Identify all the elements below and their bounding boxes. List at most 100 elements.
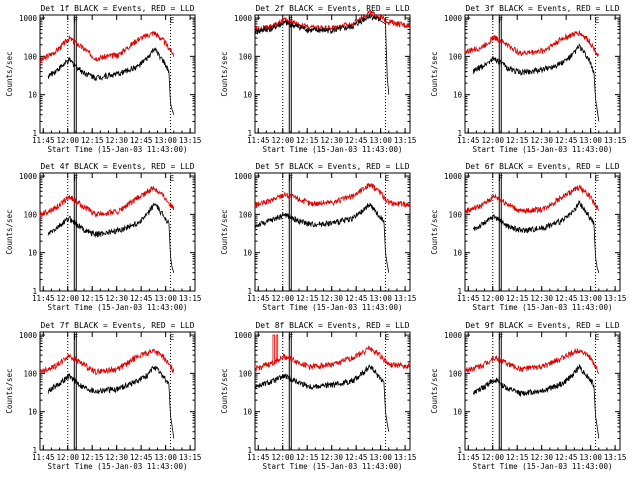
- y-tick-label: 100: [448, 210, 462, 219]
- plot-frame: [254, 172, 411, 292]
- x-tick-label: 13:15: [179, 453, 202, 462]
- x-tick-label: 13:15: [394, 294, 417, 303]
- x-tick-label: 11:45: [32, 136, 55, 145]
- x-tick-label: 11:45: [247, 136, 270, 145]
- x-tick-label: 12:15: [81, 136, 104, 145]
- plot-frame: [39, 331, 196, 451]
- y-axis-label: Counts/sec: [220, 368, 229, 413]
- y-tick-label: 100: [23, 210, 37, 219]
- marker-label: F: [288, 174, 293, 183]
- lld-series-line: [254, 345, 411, 372]
- y-tick-label: 100: [448, 52, 462, 61]
- x-tick-label: 12:45: [130, 294, 153, 303]
- lld-series-line: [254, 9, 411, 32]
- y-tick-label: 1: [247, 287, 252, 296]
- y-axis-label: Counts/sec: [5, 51, 14, 96]
- x-tick-label: 13:00: [369, 453, 392, 462]
- y-tick-label: 1000: [234, 331, 253, 340]
- x-tick-label: 13:15: [604, 294, 627, 303]
- events-series-line: [472, 200, 600, 273]
- events-series-line: [47, 202, 175, 273]
- x-tick-label: 13:00: [579, 294, 602, 303]
- marker-label: E: [385, 16, 390, 25]
- y-axis-label: Counts/sec: [430, 368, 439, 413]
- x-axis-label: Start Time (15-Jan-03 11:43:00): [473, 462, 613, 471]
- x-tick-label: 11:45: [32, 453, 55, 462]
- y-axis-label: Counts/sec: [430, 209, 439, 254]
- marker-label: E: [385, 333, 390, 342]
- lld-series-line: [464, 347, 600, 375]
- x-tick-label: 11:45: [32, 294, 55, 303]
- plot-title: Det 9f BLACK = Events, RED = LLD: [465, 321, 619, 330]
- lld-series-line: [464, 184, 600, 214]
- y-axis-label: Counts/sec: [220, 209, 229, 254]
- y-tick-label: 10: [453, 249, 463, 258]
- plot-frame: [464, 172, 621, 292]
- marker-label: E: [595, 174, 600, 183]
- x-tick-label: 11:45: [457, 453, 480, 462]
- plot-panel-5: Det 5f BLACK = Events, RED = LLD 1 10 100 10…: [220, 162, 416, 312]
- y-tick-label: 1000: [19, 331, 38, 340]
- plot-title: Det 4f BLACK = Events, RED = LLD: [40, 162, 194, 171]
- events-series-line: [472, 364, 600, 439]
- y-tick-label: 1: [247, 129, 252, 138]
- x-tick-label: 12:30: [320, 136, 343, 145]
- y-tick-label: 1: [32, 287, 37, 296]
- x-tick-label: 12:45: [130, 136, 153, 145]
- x-tick-label: 11:45: [247, 294, 270, 303]
- plot-title: Det 5f BLACK = Events, RED = LLD: [255, 162, 409, 171]
- x-tick-label: 12:00: [56, 136, 79, 145]
- y-tick-label: 1000: [234, 172, 253, 181]
- y-tick-label: 1000: [444, 14, 463, 23]
- y-axis-label: Counts/sec: [5, 209, 14, 254]
- y-axis-label: Counts/sec: [5, 368, 14, 413]
- x-tick-label: 12:30: [105, 453, 128, 462]
- x-tick-label: 12:00: [481, 453, 504, 462]
- y-tick-label: 100: [238, 210, 252, 219]
- x-tick-label: 13:15: [604, 136, 627, 145]
- x-tick-label: 12:15: [506, 136, 529, 145]
- x-tick-label: 12:45: [555, 294, 578, 303]
- plot-frame: [464, 14, 621, 134]
- events-series-line: [47, 365, 175, 439]
- y-axis-label: Counts/sec: [220, 51, 229, 96]
- y-tick-label: 100: [238, 369, 252, 378]
- lld-series-line: [39, 185, 175, 218]
- y-tick-label: 10: [28, 249, 38, 258]
- x-tick-label: 13:15: [394, 453, 417, 462]
- plot-title: Det 3f BLACK = Events, RED = LLD: [465, 4, 619, 13]
- x-axis-label: Start Time (15-Jan-03 11:43:00): [48, 303, 188, 312]
- x-tick-label: 13:15: [604, 453, 627, 462]
- plot-frame: [464, 331, 621, 451]
- events-series-line: [47, 47, 175, 115]
- plot-frame: [39, 172, 196, 292]
- lld-spike: [275, 334, 279, 361]
- marker-label: F: [288, 333, 293, 342]
- x-axis-label: Start Time (15-Jan-03 11:43:00): [263, 145, 403, 154]
- y-tick-label: 100: [238, 52, 252, 61]
- plot-title: Det 1f BLACK = Events, RED = LLD: [40, 4, 194, 13]
- x-tick-label: 13:15: [394, 136, 417, 145]
- x-tick-label: 12:45: [345, 136, 368, 145]
- x-tick-label: 12:00: [56, 294, 79, 303]
- plot-panel-1: Det 1f BLACK = Events, RED = LLD 1 10 100 10…: [5, 4, 201, 154]
- x-tick-label: 11:45: [457, 136, 480, 145]
- lld-series-line: [254, 182, 411, 209]
- x-tick-label: 12:30: [320, 453, 343, 462]
- y-tick-label: 100: [23, 369, 37, 378]
- x-tick-label: 12:45: [555, 136, 578, 145]
- y-tick-label: 1000: [234, 14, 253, 23]
- x-tick-label: 12:30: [530, 453, 553, 462]
- x-tick-label: 12:00: [56, 453, 79, 462]
- x-axis-label: Start Time (15-Jan-03 11:43:00): [473, 145, 613, 154]
- x-tick-label: 12:15: [296, 453, 319, 462]
- x-tick-label: 12:00: [271, 136, 294, 145]
- y-tick-label: 10: [453, 408, 463, 417]
- plot-title: Det 2f BLACK = Events, RED = LLD: [255, 4, 409, 13]
- marker-label: F: [498, 174, 503, 183]
- marker-label: E: [595, 333, 600, 342]
- x-axis-label: Start Time (15-Jan-03 11:43:00): [48, 145, 188, 154]
- y-tick-label: 1: [32, 446, 37, 455]
- marker-label: F: [498, 16, 503, 25]
- plot-panel-8: Det 8f BLACK = Events, RED = LLD 1 10 100 10…: [220, 321, 416, 471]
